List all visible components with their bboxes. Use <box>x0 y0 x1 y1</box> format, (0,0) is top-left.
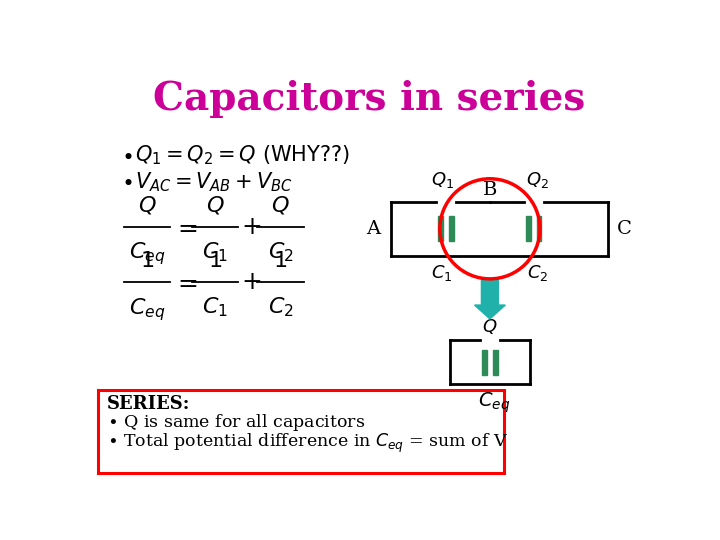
Text: $Q$: $Q$ <box>271 194 289 215</box>
Text: $C_1$: $C_1$ <box>202 240 228 264</box>
Text: $Q$: $Q$ <box>206 194 225 215</box>
Text: $C_2$: $C_2$ <box>268 240 293 264</box>
Text: Capacitors in series: Capacitors in series <box>153 80 585 118</box>
Bar <box>449 217 454 241</box>
Text: $\bullet$: $\bullet$ <box>121 172 132 192</box>
Text: $Q_1$: $Q_1$ <box>431 170 454 190</box>
Text: $C_{eq}$: $C_{eq}$ <box>129 240 166 267</box>
Text: $C_1$: $C_1$ <box>202 296 228 319</box>
Bar <box>537 217 541 241</box>
FancyArrow shape <box>474 279 505 319</box>
Text: $=$: $=$ <box>174 270 198 294</box>
Bar <box>526 217 531 241</box>
Text: C: C <box>617 220 632 238</box>
Bar <box>438 217 443 241</box>
Text: $\bullet$: $\bullet$ <box>121 146 132 166</box>
Bar <box>98 390 504 473</box>
Text: $C_1$: $C_1$ <box>431 262 453 283</box>
Text: $C_2$: $C_2$ <box>268 296 293 319</box>
Text: $C_2$: $C_2$ <box>527 262 549 283</box>
Text: $1$: $1$ <box>140 251 154 271</box>
Text: $1$: $1$ <box>274 251 287 271</box>
Text: A: A <box>366 220 379 238</box>
Text: $Q$: $Q$ <box>482 317 498 336</box>
Text: $V_{AC} = V_{AB} + V_{BC}$: $V_{AC} = V_{AB} + V_{BC}$ <box>135 170 292 194</box>
Bar <box>482 350 487 375</box>
Text: $C_{eq}$: $C_{eq}$ <box>129 296 166 322</box>
Text: $\bullet$ Total potential difference in $C_{eq}$ = sum of V: $\bullet$ Total potential difference in … <box>107 432 508 455</box>
Text: $+$: $+$ <box>241 214 261 239</box>
Text: $Q_2$: $Q_2$ <box>526 170 549 190</box>
Text: $=$: $=$ <box>174 214 198 239</box>
Text: $1$: $1$ <box>208 251 222 271</box>
Bar <box>493 350 498 375</box>
Text: $\bullet$ Q is same for all capacitors: $\bullet$ Q is same for all capacitors <box>107 413 365 433</box>
Text: $C_{eq}$: $C_{eq}$ <box>477 390 510 415</box>
Text: SERIES:: SERIES: <box>107 395 191 413</box>
Text: $Q$: $Q$ <box>138 194 156 215</box>
Text: B: B <box>482 180 497 199</box>
Text: $Q_1 = Q_2 = Q\ \mathrm{(WHY??)}$: $Q_1 = Q_2 = Q\ \mathrm{(WHY??)}$ <box>135 144 350 167</box>
Text: $+$: $+$ <box>241 270 261 294</box>
